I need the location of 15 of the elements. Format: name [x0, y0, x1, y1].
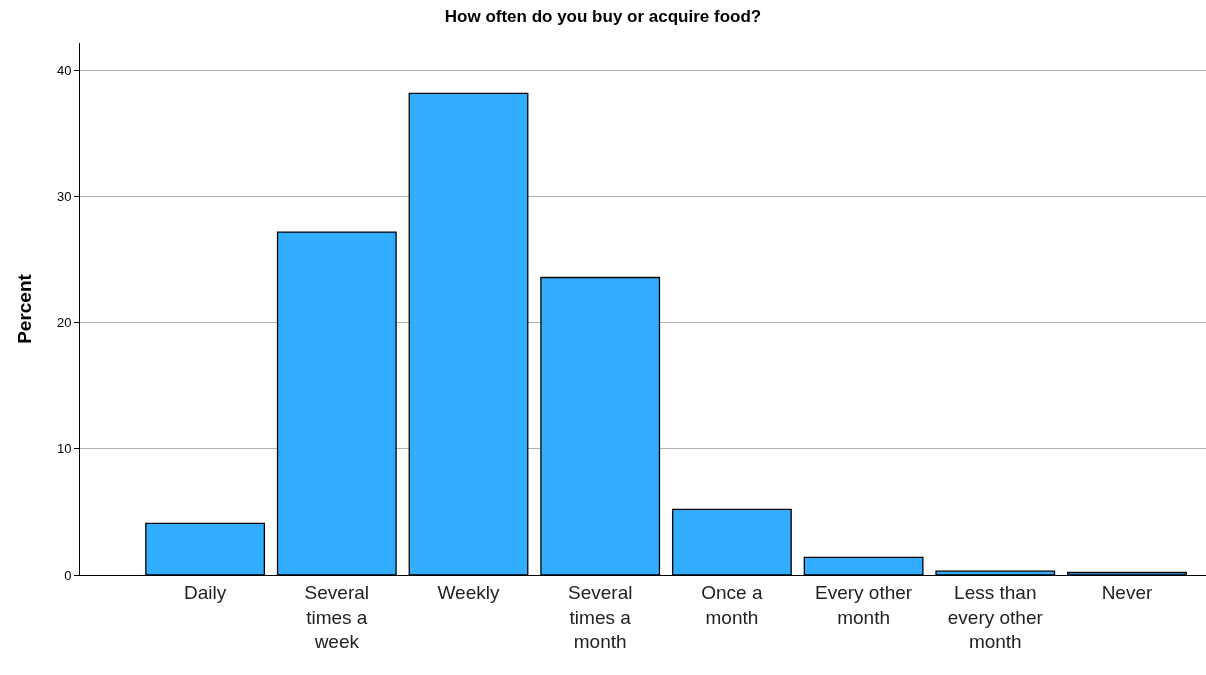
y-axis-title: Percent	[13, 273, 35, 344]
x-tick-label: Never	[1101, 581, 1153, 603]
x-tick-label: Every other month	[815, 581, 913, 628]
x-tick-label: Once a month	[701, 581, 763, 628]
x-tick-label: Less than every other month	[947, 581, 1044, 653]
x-tick-label: Weekly	[437, 581, 500, 603]
y-tick-label: 30	[56, 189, 72, 205]
y-tick-label: 0	[64, 567, 72, 583]
y-tick-label: 20	[56, 315, 72, 331]
x-tick-label: Daily	[183, 581, 227, 603]
x-tick-label: Several times a month	[567, 581, 633, 653]
chart-title: How often do you buy or acquire food?	[444, 7, 762, 27]
x-tick-label: Several times a week	[304, 581, 370, 653]
y-tick-label: 10	[56, 441, 72, 457]
y-tick-label: 40	[56, 63, 72, 79]
